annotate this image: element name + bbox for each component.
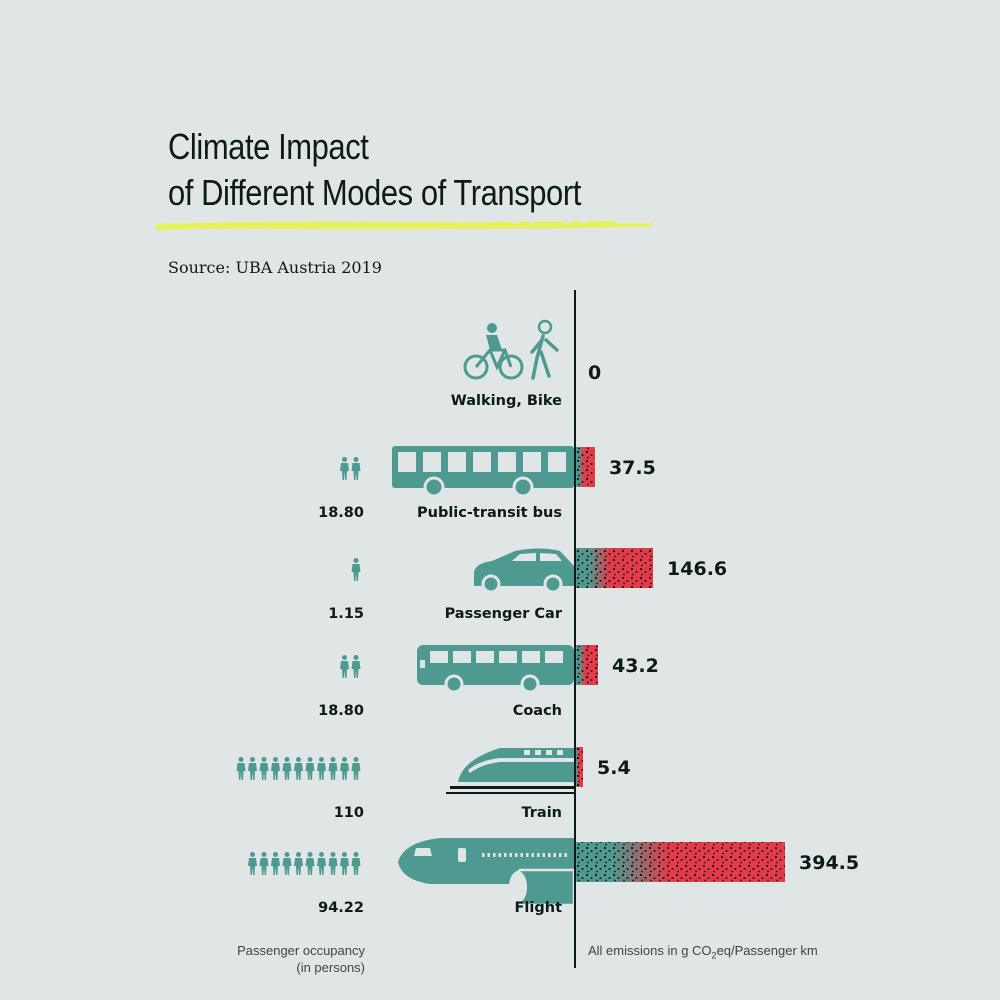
occupancy-people — [340, 655, 361, 678]
occupancy-value: 94.22 — [318, 900, 364, 916]
source-label: Source: UBA Austria 2019 — [168, 258, 382, 277]
person-icon — [317, 852, 326, 875]
person-icon — [317, 757, 326, 780]
emissions-unit-suffix: eq/Passenger km — [716, 943, 818, 958]
person-icon — [328, 852, 338, 875]
chart-row: 43.2 Coach 18.80 — [318, 645, 659, 719]
person-icon — [328, 757, 338, 780]
category-label: Passenger Car — [445, 606, 563, 622]
train-icon — [446, 748, 574, 794]
bicycle-pedestrian-icon — [463, 319, 559, 380]
category-label: Coach — [513, 703, 562, 719]
value-label: 394.5 — [799, 852, 859, 874]
person-icon — [305, 757, 315, 780]
occupancy-value: 110 — [334, 805, 364, 821]
occupancy-people — [340, 457, 361, 480]
emissions-unit-footnote: All emissions in g CO2eq/Passenger km — [588, 942, 818, 965]
emission-bar-texture — [575, 447, 595, 487]
person-icon — [248, 757, 257, 780]
bus-icon — [392, 446, 574, 498]
emission-bar-texture — [575, 842, 785, 882]
person-icon — [351, 655, 361, 678]
occupancy-people — [248, 852, 361, 875]
emission-bar-texture — [575, 747, 583, 787]
person-icon — [294, 852, 303, 875]
person-icon — [351, 558, 361, 581]
emission-bar-texture — [575, 645, 598, 685]
person-icon — [340, 757, 349, 780]
value-label: 146.6 — [667, 558, 727, 580]
person-icon — [340, 457, 349, 480]
person-icon — [271, 852, 280, 875]
person-icon — [282, 852, 292, 875]
category-label: Flight — [515, 900, 563, 916]
occupancy-people — [351, 558, 361, 581]
coach-icon — [417, 645, 574, 694]
person-icon — [248, 852, 257, 875]
person-icon — [351, 457, 361, 480]
category-label: Public-transit bus — [417, 505, 562, 521]
person-icon — [351, 757, 361, 780]
car-icon — [474, 548, 574, 594]
emission-bar-texture — [575, 548, 654, 588]
value-label: 5.4 — [597, 757, 631, 779]
occupancy-value: 18.80 — [318, 505, 364, 521]
chart-row: 0 Walking, Bike — [451, 319, 601, 409]
person-icon — [271, 757, 280, 780]
person-icon — [340, 655, 349, 678]
person-icon — [259, 757, 269, 780]
emissions-unit-subscript: 2 — [711, 950, 717, 961]
occupancy-people — [236, 757, 361, 780]
value-label: 0 — [588, 362, 601, 384]
occupancy-value: 1.15 — [328, 606, 364, 622]
occupancy-footnote: Passenger occupancy (in persons) — [200, 942, 365, 976]
chart-row: 5.4 Train 110 — [236, 747, 631, 821]
person-icon — [351, 852, 361, 875]
value-label: 43.2 — [612, 655, 659, 677]
title-highlight-stroke — [155, 221, 655, 232]
occupancy-footnote-line-2: (in persons) — [296, 960, 365, 975]
emissions-unit-prefix: All emissions in g CO — [588, 943, 712, 958]
chart-row: 394.5 Flight 94.22 — [248, 838, 859, 916]
category-label: Walking, Bike — [451, 393, 562, 409]
chart-title-line-2: of Different Modes of Transport — [168, 172, 581, 213]
chart-title: Climate Impact of Different Modes of Tra… — [168, 124, 581, 216]
occupancy-footnote-line-1: Passenger occupancy — [237, 943, 365, 958]
chart-row: 37.5 Public-transit bus 18.80 — [318, 446, 656, 521]
person-icon — [282, 757, 292, 780]
person-icon — [294, 757, 303, 780]
person-icon — [340, 852, 349, 875]
chart-title-line-1: Climate Impact — [168, 126, 369, 167]
category-label: Train — [521, 805, 562, 821]
person-icon — [236, 757, 246, 780]
person-icon — [259, 852, 269, 875]
occupancy-value: 18.80 — [318, 703, 364, 719]
chart-row: 146.6 Passenger Car 1.15 — [328, 548, 727, 622]
value-label: 37.5 — [609, 457, 656, 479]
person-icon — [305, 852, 315, 875]
airplane-icon — [398, 838, 576, 907]
